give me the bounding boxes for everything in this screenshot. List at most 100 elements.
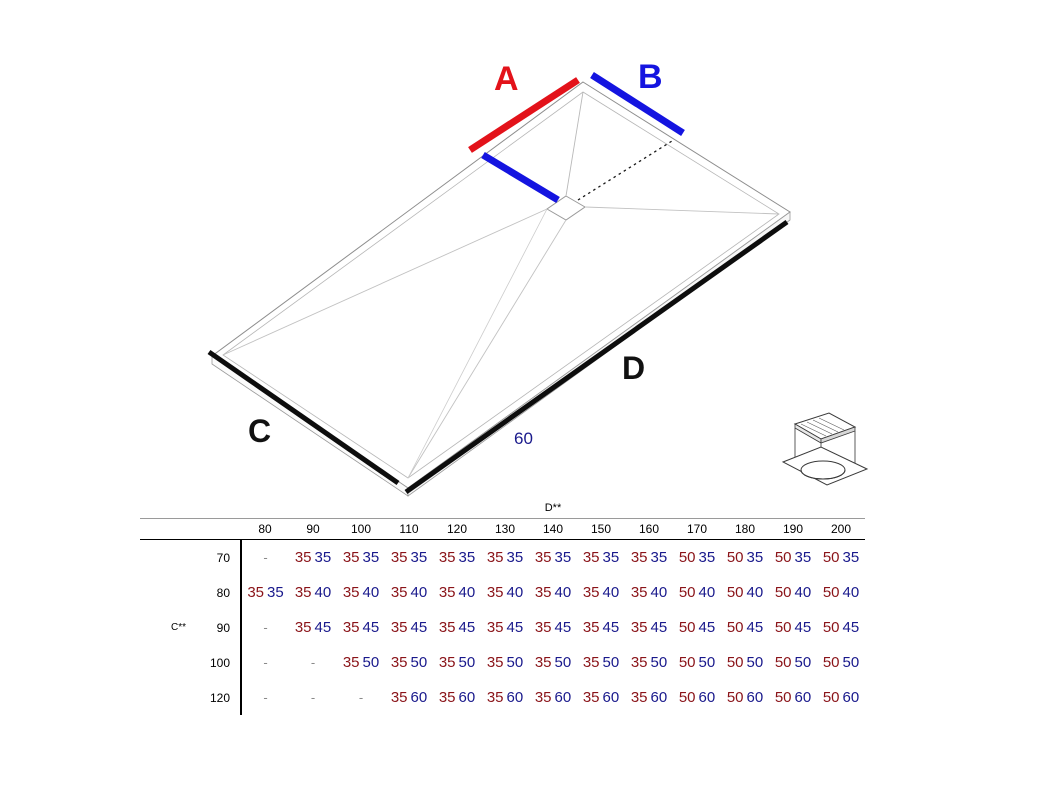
cell-c70-d120: 35 35 <box>433 540 481 576</box>
empty-marker: - <box>358 690 364 705</box>
value-b: 40 <box>554 584 572 601</box>
corner-spacer-top <box>140 500 194 519</box>
column-header-140: 140 <box>529 518 577 540</box>
dimension-marker-a <box>468 77 580 153</box>
value-a: 35 <box>390 584 408 601</box>
value-b: 45 <box>794 619 812 636</box>
value-b: 60 <box>842 689 860 706</box>
value-b: 35 <box>794 549 812 566</box>
slope-line-left <box>222 208 548 356</box>
value-a: 35 <box>438 689 456 706</box>
cell-c70-d160: 35 35 <box>625 540 673 576</box>
value-a: 50 <box>822 584 840 601</box>
value-b: 50 <box>794 654 812 671</box>
value-a: 35 <box>582 689 600 706</box>
column-header-120: 120 <box>433 518 481 540</box>
value-b: 40 <box>794 584 812 601</box>
value-a: 35 <box>582 549 600 566</box>
value-b: 45 <box>746 619 764 636</box>
slope-line-bottom <box>407 219 567 479</box>
cell-c100-d90: - <box>289 645 337 680</box>
dimension-marker-b-lower <box>481 151 560 204</box>
cell-c90-d190: 50 45 <box>769 610 817 645</box>
value-a: 35 <box>438 549 456 566</box>
value-a: 50 <box>678 654 696 671</box>
cell-c90-d130: 35 45 <box>481 610 529 645</box>
table-row: 80 35 35 35 40 35 40 35 40 35 40 35 40 35 40 35 40 35 40 50… <box>140 575 865 610</box>
cell-c120-d90: - <box>289 680 337 715</box>
empty-marker: - <box>263 690 268 705</box>
value-a: 50 <box>774 549 792 566</box>
dimension-marker-b-upper <box>590 72 685 136</box>
value-b: 50 <box>650 654 668 671</box>
value-b: 40 <box>602 584 620 601</box>
row-header-70: 70 <box>194 539 242 575</box>
cell-c120-d190: 50 60 <box>769 680 817 715</box>
cell-c80-d90: 35 40 <box>289 575 337 610</box>
value-a: 50 <box>726 654 744 671</box>
empty-marker: - <box>263 550 268 565</box>
value-a: 50 <box>726 584 744 601</box>
value-b: 45 <box>554 619 572 636</box>
row-header-90: 90 <box>194 610 242 645</box>
value-a: 50 <box>774 654 792 671</box>
cell-c100-d100: 35 50 <box>337 645 385 680</box>
rowhead-spacer-top <box>194 500 241 519</box>
cell-c70-d190: 50 35 <box>769 540 817 576</box>
column-header-130: 130 <box>481 518 529 540</box>
value-b: 60 <box>602 689 620 706</box>
value-a: 50 <box>774 689 792 706</box>
value-b: 60 <box>698 689 716 706</box>
value-b: 60 <box>506 689 524 706</box>
cell-c120-d120: 35 60 <box>433 680 481 715</box>
cell-c70-d80: - <box>241 540 289 576</box>
cell-c70-d90: 35 35 <box>289 540 337 576</box>
cell-c120-d200: 50 60 <box>817 680 865 715</box>
value-a: 35 <box>534 619 552 636</box>
cell-c80-d180: 50 40 <box>721 575 769 610</box>
cell-c80-d130: 35 40 <box>481 575 529 610</box>
value-a: 50 <box>822 549 840 566</box>
spec-table-container: D** 80 90 100 110 120 130 140 150 160 170 180 190 20… <box>140 500 930 715</box>
empty-marker: - <box>310 690 316 705</box>
value-a: 35 <box>294 549 312 566</box>
cell-c120-d80: - <box>241 680 289 715</box>
value-b: 35 <box>314 549 332 566</box>
shower-tray-drawing: A B C D 60 <box>207 60 869 497</box>
value-a: 35 <box>534 654 552 671</box>
value-b: 45 <box>698 619 716 636</box>
value-b: 50 <box>362 654 380 671</box>
row-header-100: 100 <box>194 645 242 680</box>
value-a: 50 <box>822 619 840 636</box>
cell-c80-d80: 35 35 <box>241 575 289 610</box>
value-a: 50 <box>726 619 744 636</box>
label-a: A <box>494 60 519 98</box>
column-header-100: 100 <box>337 518 385 540</box>
cell-c80-d170: 50 40 <box>673 575 721 610</box>
value-b: 50 <box>698 654 716 671</box>
value-b: 50 <box>410 654 428 671</box>
value-a: 35 <box>582 619 600 636</box>
value-a: 35 <box>294 619 312 636</box>
value-a: 50 <box>678 689 696 706</box>
empty-marker: - <box>263 620 268 635</box>
value-b: 35 <box>362 549 380 566</box>
dimension-line-c <box>207 349 400 486</box>
cell-c90-d110: 35 45 <box>385 610 433 645</box>
value-a: 35 <box>390 654 408 671</box>
cell-c80-d190: 50 40 <box>769 575 817 610</box>
cell-c90-d100: 35 45 <box>337 610 385 645</box>
cell-c120-d180: 50 60 <box>721 680 769 715</box>
table-group-header-row: D** <box>140 500 865 519</box>
column-header-160: 160 <box>625 518 673 540</box>
value-a: 35 <box>342 654 360 671</box>
value-b: 40 <box>506 584 524 601</box>
value-b: 60 <box>746 689 764 706</box>
hidden-diagonal-line <box>577 140 673 201</box>
row-group-label: C** <box>170 622 186 633</box>
row-header-120: 120 <box>194 680 242 715</box>
slope-line-right <box>584 206 780 215</box>
spec-table: D** 80 90 100 110 120 130 140 150 160 170 180 190 20… <box>140 500 865 715</box>
value-b: 50 <box>746 654 764 671</box>
value-b: 40 <box>362 584 380 601</box>
